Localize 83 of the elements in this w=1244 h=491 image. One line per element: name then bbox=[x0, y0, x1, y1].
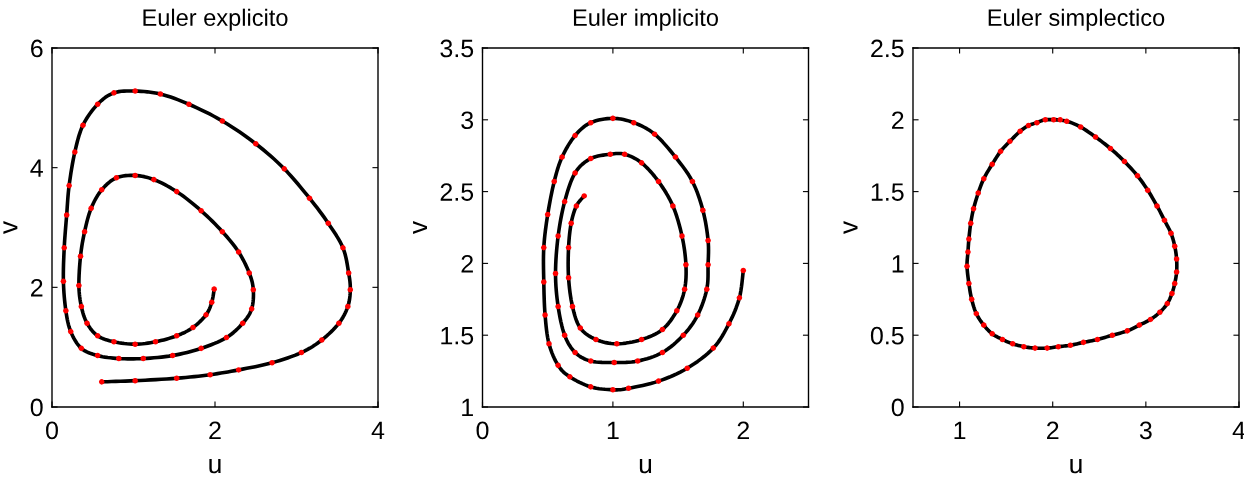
point bbox=[1124, 328, 1131, 334]
x-tick-label: 2 bbox=[209, 421, 221, 440]
x-axis-title: u bbox=[639, 459, 652, 474]
x-tick-label: 2 bbox=[737, 421, 749, 440]
x-axis-title: u bbox=[209, 459, 221, 474]
point bbox=[1067, 342, 1074, 349]
point bbox=[965, 249, 971, 255]
point bbox=[967, 220, 974, 226]
x-tick-label: 4 bbox=[371, 421, 385, 440]
y-tick-label: 2.5 bbox=[440, 183, 474, 201]
point bbox=[1034, 119, 1040, 126]
y-tick-label: 2.5 bbox=[871, 39, 904, 58]
point bbox=[1063, 118, 1070, 125]
point bbox=[1055, 343, 1062, 350]
point bbox=[1077, 124, 1084, 130]
point bbox=[1094, 336, 1101, 343]
y-tick-label: 0.5 bbox=[870, 326, 904, 345]
point bbox=[1168, 230, 1174, 237]
point bbox=[1169, 290, 1175, 297]
y-tick-label: 4 bbox=[30, 159, 43, 177]
point bbox=[997, 148, 1004, 155]
y-tick-label: 1.5 bbox=[871, 183, 904, 201]
y-tick-label: 3 bbox=[461, 111, 474, 130]
y-tick-label: 1 bbox=[892, 255, 904, 273]
chart-title: Euler simplectico bbox=[988, 8, 1165, 31]
point bbox=[989, 161, 995, 168]
point bbox=[1171, 280, 1178, 287]
point bbox=[1144, 187, 1151, 193]
point bbox=[1042, 117, 1049, 123]
y-tick-label: 0 bbox=[891, 398, 904, 417]
point bbox=[1173, 269, 1180, 275]
point bbox=[1009, 341, 1016, 347]
y-axis-title: v bbox=[843, 220, 858, 235]
y-tick-label: 1 bbox=[462, 398, 473, 417]
chart-title: Euler implicito bbox=[573, 8, 718, 31]
point bbox=[964, 263, 970, 270]
point bbox=[1032, 345, 1038, 351]
point bbox=[981, 322, 987, 328]
point bbox=[989, 330, 995, 337]
x-tick-label: 1 bbox=[954, 421, 966, 440]
y-tick-label: 6 bbox=[31, 39, 43, 58]
point bbox=[968, 296, 975, 303]
point bbox=[1173, 256, 1180, 262]
point bbox=[1147, 316, 1154, 323]
point bbox=[981, 175, 987, 182]
point bbox=[1136, 322, 1143, 328]
chart-title: Euler explicito bbox=[143, 8, 288, 31]
point bbox=[1134, 173, 1141, 179]
y-axis-title: v bbox=[3, 220, 18, 235]
y-tick-label: 1.5 bbox=[441, 327, 474, 345]
y-tick-label: 3.5 bbox=[440, 39, 474, 58]
x-tick-label: 2 bbox=[1047, 421, 1059, 440]
y-tick-label: 2 bbox=[31, 278, 43, 297]
point bbox=[975, 190, 981, 196]
point bbox=[1164, 300, 1171, 307]
point bbox=[1109, 332, 1116, 338]
point bbox=[1157, 309, 1163, 315]
x-tick-label: 3 bbox=[1139, 421, 1152, 440]
point bbox=[966, 280, 972, 287]
point bbox=[1057, 117, 1063, 123]
point bbox=[1154, 203, 1160, 209]
point bbox=[1021, 343, 1027, 350]
point bbox=[1044, 345, 1050, 351]
point bbox=[1050, 117, 1057, 123]
x-tick-label: 0 bbox=[46, 421, 58, 440]
point bbox=[1161, 217, 1168, 224]
y-tick-label: 0 bbox=[30, 398, 43, 417]
y-tick-label: 2 bbox=[461, 255, 473, 273]
x-tick-label: 0 bbox=[476, 421, 489, 440]
point bbox=[966, 236, 972, 242]
point bbox=[1017, 128, 1023, 135]
point bbox=[1080, 339, 1087, 346]
point bbox=[1171, 243, 1178, 249]
y-tick-label: 2 bbox=[892, 111, 904, 129]
x-axis-title: u bbox=[1070, 459, 1082, 474]
y-axis-title: v bbox=[413, 220, 427, 235]
point bbox=[973, 310, 980, 317]
point bbox=[1121, 158, 1128, 165]
point bbox=[970, 206, 977, 212]
point bbox=[999, 336, 1006, 343]
x-tick-label: 1 bbox=[607, 421, 619, 440]
point bbox=[1007, 138, 1013, 145]
point bbox=[1092, 134, 1099, 140]
